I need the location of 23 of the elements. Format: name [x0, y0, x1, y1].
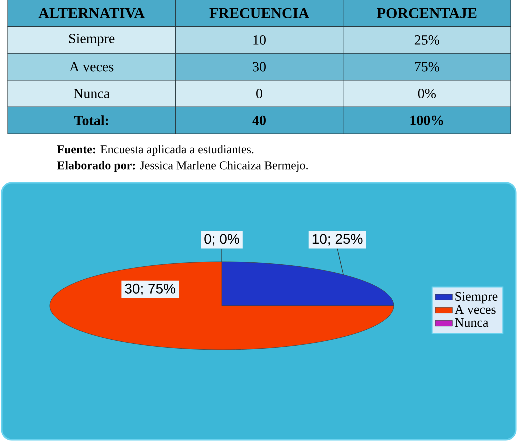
data-label: 40: [252, 116, 266, 126]
y-tick-label: Nunca: [74, 89, 110, 98]
x-tick-label: PORCENTAJE: [377, 8, 477, 18]
x-tick-label: FRECUENCIA: [210, 8, 310, 18]
data-label: 30: [253, 62, 266, 72]
text: Fuente: Encuesta aplicada a estudiantes.: [57, 145, 254, 156]
y-tick-label: Siempre: [69, 34, 115, 46]
y-tick-label: Total:: [74, 116, 108, 126]
data-label: 0%: [418, 89, 436, 99]
legend-label: Nunca: [455, 318, 489, 328]
text: 0; 0%: [204, 234, 240, 246]
y-axis-title: ALTERNATIVA: [38, 8, 145, 18]
data-label: 25%: [414, 35, 440, 45]
data-label: 10; 25%: [312, 234, 363, 246]
data-label: 100%: [410, 116, 444, 126]
data-label: 10: [254, 35, 266, 45]
data-label: 0: [256, 89, 262, 99]
data-label: 75%: [415, 62, 440, 72]
data-label: 30; 75%: [125, 284, 176, 296]
text: Elaborado por: Jessica Marlene Chicaiza Bermejo.: [57, 161, 308, 172]
y-tick-label: A veces: [70, 62, 114, 72]
legend-label: A veces: [454, 305, 496, 314]
legend-label: Siempre: [456, 292, 498, 304]
